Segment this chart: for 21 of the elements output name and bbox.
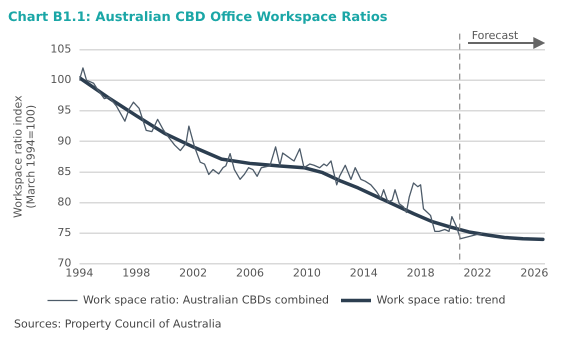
y-tick-label: 100 xyxy=(50,73,72,86)
x-tick-label: 2014 xyxy=(350,266,378,280)
ref-line-label: Forecast xyxy=(472,28,519,42)
x-tick-label: 2022 xyxy=(463,266,492,280)
source-note: Sources: Property Council of Australia xyxy=(14,317,222,330)
y-tick-label: 95 xyxy=(57,104,72,117)
x-tick-label: 2002 xyxy=(179,266,208,280)
x-tick-label: 2026 xyxy=(520,266,548,280)
y-tick-label: 80 xyxy=(57,195,72,208)
y-axis-title: Workspace ratio index (March 1994=100) xyxy=(11,94,38,218)
legend-label: Work space ratio: trend xyxy=(376,293,506,306)
y-tick-label: 90 xyxy=(57,134,72,148)
y-tick-label: 105 xyxy=(50,42,72,56)
legend-label: Work space ratio: Australian CBDs combined xyxy=(83,293,330,306)
x-tick-label: 2018 xyxy=(406,266,435,280)
x-tick-label: 2006 xyxy=(236,266,264,280)
chart-title: Chart B1.1: Australian CBD Office Workspace Ratios xyxy=(8,10,388,26)
y-tick-label: 75 xyxy=(57,226,72,240)
y-tick-label: 85 xyxy=(57,164,72,178)
x-tick-label: 2010 xyxy=(292,266,321,280)
x-tick-label: 1998 xyxy=(122,266,150,280)
